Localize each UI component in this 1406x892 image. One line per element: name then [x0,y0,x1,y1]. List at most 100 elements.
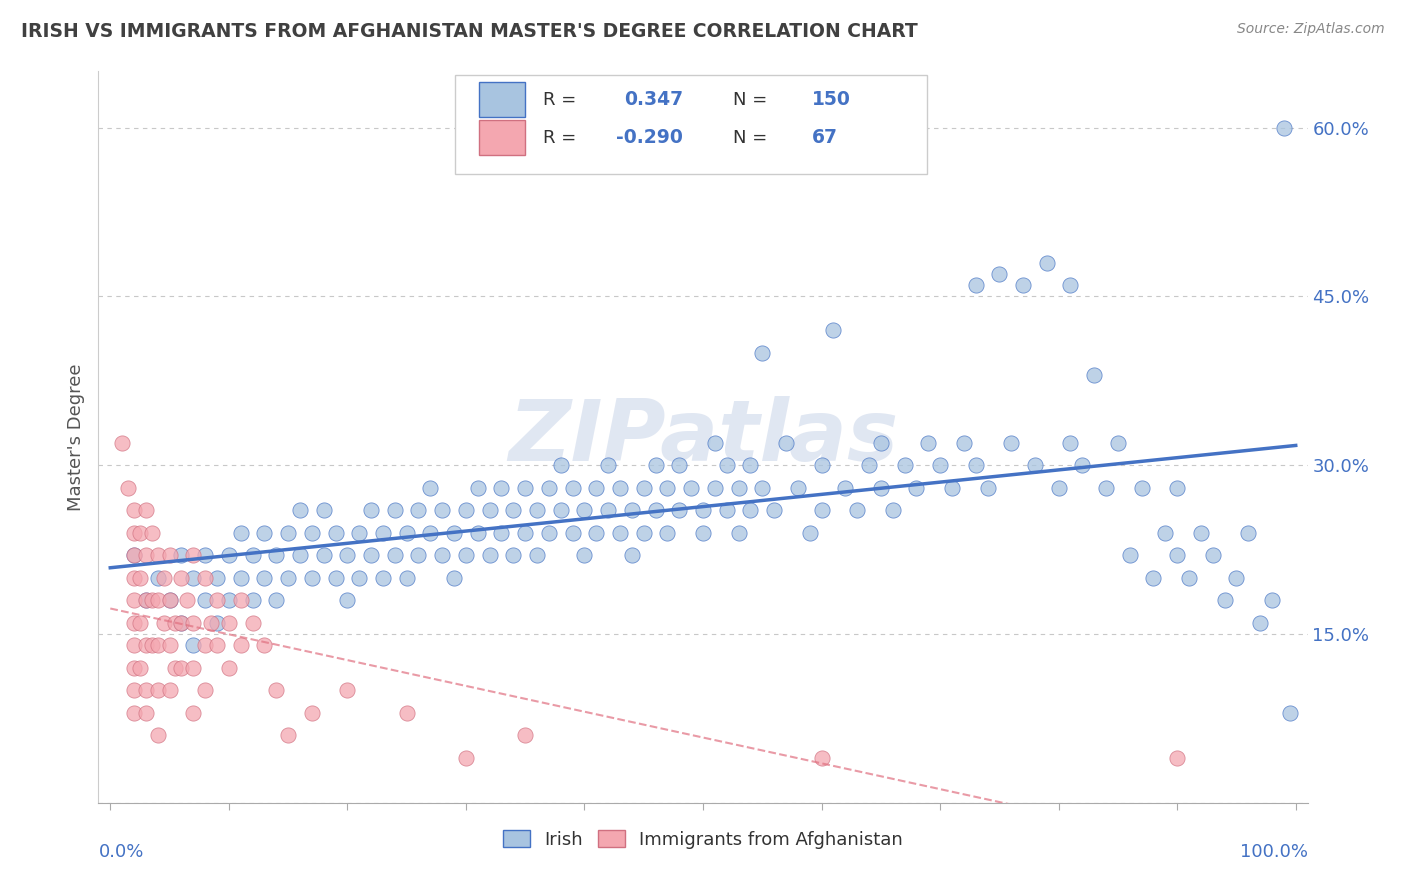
Point [644,458,666,473]
Y-axis label: Master's Degree: Master's Degree [66,363,84,511]
Point [443,525,465,540]
Point [408,503,430,517]
Point [432,548,454,562]
Point [159,683,181,698]
Point [703,481,725,495]
Text: 150: 150 [811,90,851,110]
Point [122,571,145,585]
Point [703,435,725,450]
Point [218,615,240,630]
Point [347,525,370,540]
Point [716,503,738,517]
Point [384,503,406,517]
Point [727,525,749,540]
Point [834,481,856,495]
Point [288,503,311,517]
Point [242,548,264,562]
Point [170,615,193,630]
Point [122,706,145,720]
Point [550,503,572,517]
Point [264,683,287,698]
Point [146,593,169,607]
Point [633,525,655,540]
Point [122,661,145,675]
Point [478,548,501,562]
Point [1130,481,1153,495]
Point [1142,571,1164,585]
Text: IRISH VS IMMIGRANTS FROM AFGHANISTAN MASTER'S DEGREE CORRELATION CHART: IRISH VS IMMIGRANTS FROM AFGHANISTAN MAS… [21,22,918,41]
Point [181,571,204,585]
Point [467,525,489,540]
Point [526,503,548,517]
Text: ZIPatlas: ZIPatlas [508,395,898,479]
Point [165,661,187,675]
Point [165,615,187,630]
Point [218,548,240,562]
Point [135,593,157,607]
Point [277,571,299,585]
FancyBboxPatch shape [456,75,927,174]
Point [146,683,169,698]
Point [609,525,631,540]
Text: R =: R = [543,129,576,147]
Point [526,548,548,562]
Point [264,593,287,607]
Point [336,593,359,607]
Point [242,615,264,630]
Point [146,638,169,652]
Point [205,615,228,630]
Point [111,435,134,450]
Point [122,615,145,630]
Point [135,593,157,607]
Point [141,525,163,540]
Point [1024,458,1046,473]
Point [585,481,607,495]
Point [454,548,477,562]
Point [181,661,204,675]
Point [786,481,808,495]
Point [129,525,152,540]
Point [668,458,690,473]
Point [419,525,441,540]
Point [146,728,169,742]
Point [135,706,157,720]
Point [585,525,607,540]
Point [929,458,952,473]
Point [550,458,572,473]
Bar [479,120,526,155]
Point [122,638,145,652]
Point [152,615,174,630]
Point [288,548,311,562]
Point [657,481,679,495]
Point [218,661,240,675]
Point [159,548,181,562]
Point [965,278,987,293]
Point [1166,481,1188,495]
Point [965,458,987,473]
Point [810,458,832,473]
Point [491,525,513,540]
Point [657,525,679,540]
Point [1166,751,1188,765]
Text: N =: N = [734,129,768,147]
Point [1237,525,1260,540]
Text: 0.0%: 0.0% [98,843,143,861]
Point [882,503,904,517]
Point [194,571,217,585]
Point [159,593,181,607]
Point [1202,548,1225,562]
Point [170,548,193,562]
Point [135,683,157,698]
Point [823,323,845,337]
Point [502,503,524,517]
Point [170,661,193,675]
Point [135,503,157,517]
Point [454,503,477,517]
Point [181,638,204,652]
Point [218,593,240,607]
Point [633,481,655,495]
Point [620,548,643,562]
Point [1083,368,1105,383]
Point [1225,571,1247,585]
Point [117,481,139,495]
